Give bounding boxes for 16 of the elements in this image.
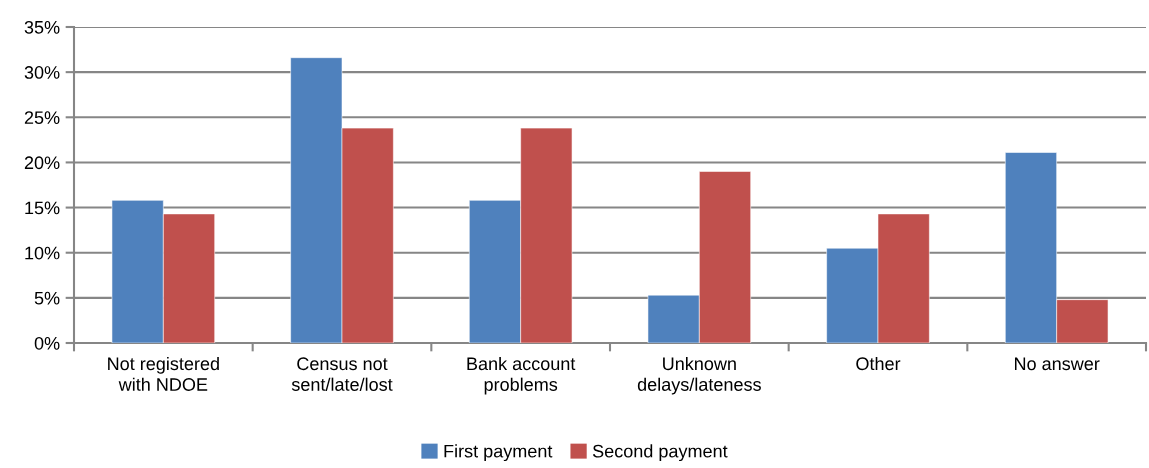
x-tick-label: Census not sent/late/lost <box>291 357 393 391</box>
y-tick-label: 30% <box>24 66 60 79</box>
y-tick-label: 10% <box>25 246 60 260</box>
x-tick-label: No answer <box>1015 357 1100 371</box>
x-tick-label: Other <box>856 356 901 371</box>
y-tick-label: 0% <box>34 336 60 350</box>
y-tick-label: 25% <box>24 111 60 125</box>
x-tick-label: Not registered with NDOE <box>108 356 219 391</box>
x-tick-label: Unknown delays/lateness <box>637 356 761 395</box>
y-tick-label: 35% <box>24 20 60 34</box>
legend-label: Second payment <box>592 444 728 462</box>
x-tick-label: Bank account problems <box>467 356 576 395</box>
y-tick-label: 20% <box>24 156 60 170</box>
y-tick-label: 5% <box>34 291 60 305</box>
y-tick-label: 15% <box>25 201 60 215</box>
legend-label: First payment <box>444 444 553 462</box>
